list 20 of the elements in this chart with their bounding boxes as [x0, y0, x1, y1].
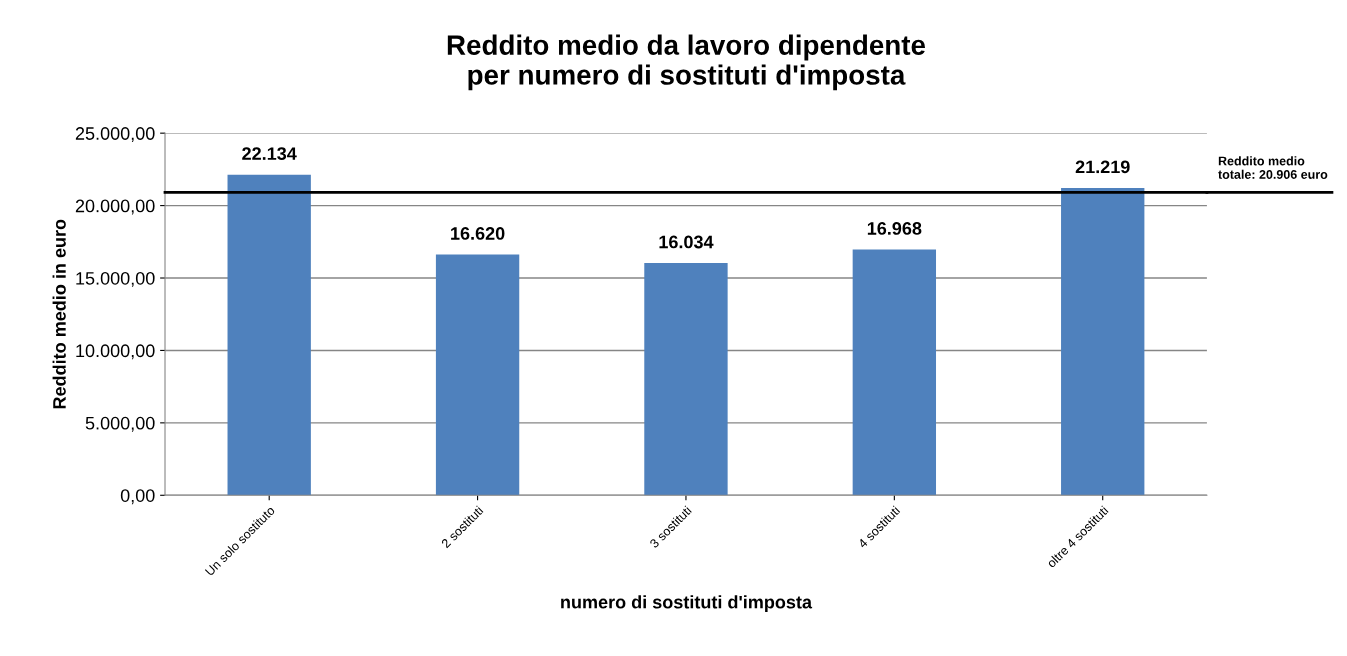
ref-line-label: Reddito medio totale: 20.906 euro	[1218, 156, 1328, 179]
y-axis-title: Reddito medio in euro	[52, 219, 66, 409]
y-tick-label: 15.000,00	[76, 271, 155, 287]
x-axis-title: numero di sostituti d'imposta	[561, 595, 813, 613]
y-tick-label: 0,00	[120, 489, 155, 505]
data-label: 16.968	[867, 222, 922, 235]
chart-title: Reddito medio da lavoro dipendente per numero di sostituti d'imposta	[447, 34, 926, 91]
bar	[1061, 187, 1145, 496]
bar	[644, 263, 728, 496]
bar	[852, 249, 937, 496]
bar	[227, 174, 311, 496]
y-tick-label: 25.000,00	[75, 127, 155, 143]
data-label: 21.219	[1075, 160, 1130, 174]
data-label: 16.034	[659, 235, 714, 249]
y-tick-label: 10.000,00	[76, 344, 155, 360]
data-label: 16.620	[451, 227, 505, 240]
y-tick-label: 20.000,00	[75, 199, 155, 215]
data-label: 22.134	[242, 147, 297, 161]
y-tick-label: 5.000,00	[85, 416, 155, 432]
bar	[435, 254, 520, 496]
